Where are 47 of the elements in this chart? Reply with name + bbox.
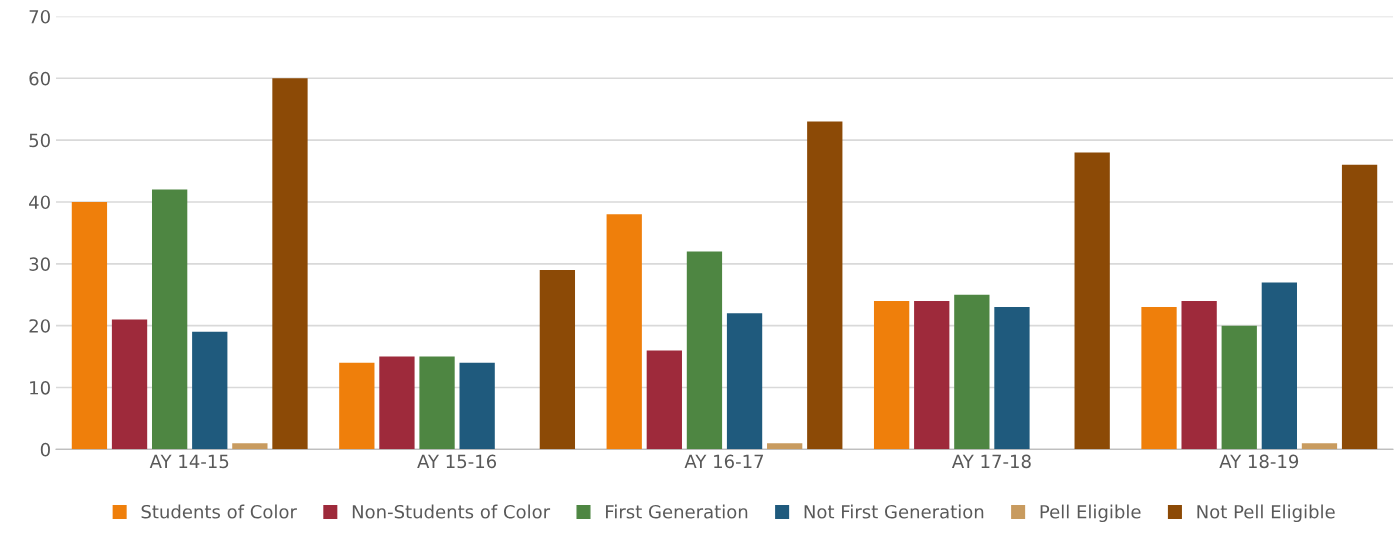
legend-label: First Generation [606,504,748,519]
y-tick-label: 60 [29,71,50,86]
bar [1301,443,1338,450]
x-tick-label: AY 16-17 [684,454,764,469]
x-tick-label: AY 18-19 [1219,454,1299,469]
bar [807,121,843,450]
bar [272,78,308,450]
x-tick-label: AY 15-16 [417,454,497,469]
bar [914,300,950,450]
bar [111,319,148,450]
bar [1181,300,1217,450]
bar [379,356,415,450]
bar [954,294,990,450]
legend-label: Students of Color [141,504,297,519]
legend-label: Not First Generation [804,504,984,519]
bar [1221,325,1257,450]
bar [232,443,268,450]
bar [606,214,642,450]
bar [686,251,723,450]
y-tick-label: 40 [29,195,50,210]
bar [1341,164,1378,450]
legend-label: Pell Eligible [1040,504,1141,523]
bar [1074,152,1110,450]
legend-label: Non-Students of Color [352,504,551,519]
bar [994,307,1030,450]
x-tick-label: AY 14-15 [149,454,229,469]
bar [767,443,803,450]
x-tick-label: AY 17-18 [951,454,1031,469]
bar [459,362,495,450]
bar [71,201,108,450]
bar [1141,307,1177,450]
y-tick-label: 10 [30,380,50,395]
bar [419,356,455,450]
y-tick-label: 70 [29,9,50,24]
bar [192,331,228,450]
bar [1261,282,1297,450]
bar [726,313,763,450]
bar [646,350,682,450]
y-tick-label: 0 [40,442,50,457]
bar [539,270,576,450]
bar [152,189,188,450]
bar [339,362,375,450]
legend-label: Not Pell Eligible [1197,504,1335,523]
y-tick-label: 20 [29,319,50,333]
y-tick-label: 50 [29,133,50,148]
y-tick-label: 30 [29,257,50,271]
bar [873,300,910,450]
